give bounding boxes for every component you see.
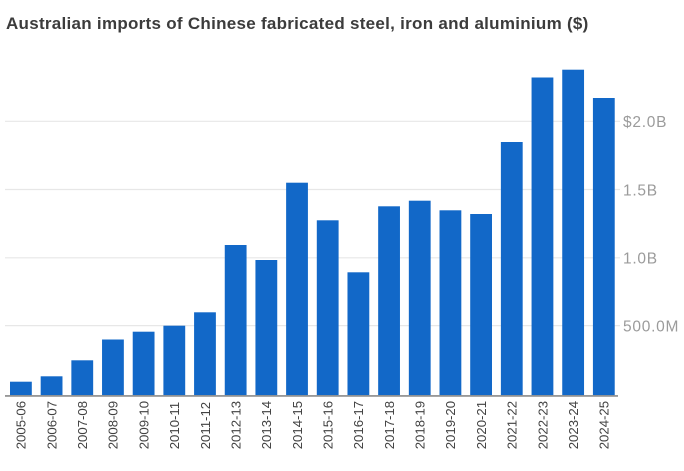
svg-text:2024-25: 2024-25	[597, 401, 612, 449]
svg-text:2013-14: 2013-14	[259, 401, 274, 449]
svg-text:2009-10: 2009-10	[136, 401, 151, 449]
svg-text:2006-07: 2006-07	[44, 401, 59, 449]
svg-text:$2.0B: $2.0B	[623, 114, 667, 131]
svg-text:2023-24: 2023-24	[566, 401, 581, 449]
svg-text:2005-06: 2005-06	[14, 401, 29, 449]
svg-text:2010-11: 2010-11	[167, 402, 182, 449]
svg-text:2011-12: 2011-12	[198, 402, 213, 449]
svg-text:2014-15: 2014-15	[290, 401, 305, 449]
svg-text:2018-19: 2018-19	[413, 401, 428, 449]
svg-text:2012-13: 2012-13	[228, 401, 243, 449]
svg-text:2022-23: 2022-23	[535, 401, 550, 449]
svg-text:2021-22: 2021-22	[505, 401, 520, 449]
svg-text:2016-17: 2016-17	[351, 401, 366, 449]
svg-text:1.5B: 1.5B	[623, 182, 658, 199]
svg-text:2007-08: 2007-08	[75, 401, 90, 449]
svg-text:2015-16: 2015-16	[321, 401, 336, 449]
svg-text:500.0M: 500.0M	[623, 318, 679, 335]
svg-text:2017-18: 2017-18	[382, 401, 397, 449]
svg-text:2019-20: 2019-20	[443, 401, 458, 449]
svg-text:2008-09: 2008-09	[106, 401, 121, 449]
svg-text:2020-21: 2020-21	[474, 401, 489, 449]
svg-text:1.0B: 1.0B	[623, 251, 658, 268]
svg-text:Australian imports of Chinese: Australian imports of Chinese fabricated…	[6, 14, 589, 33]
